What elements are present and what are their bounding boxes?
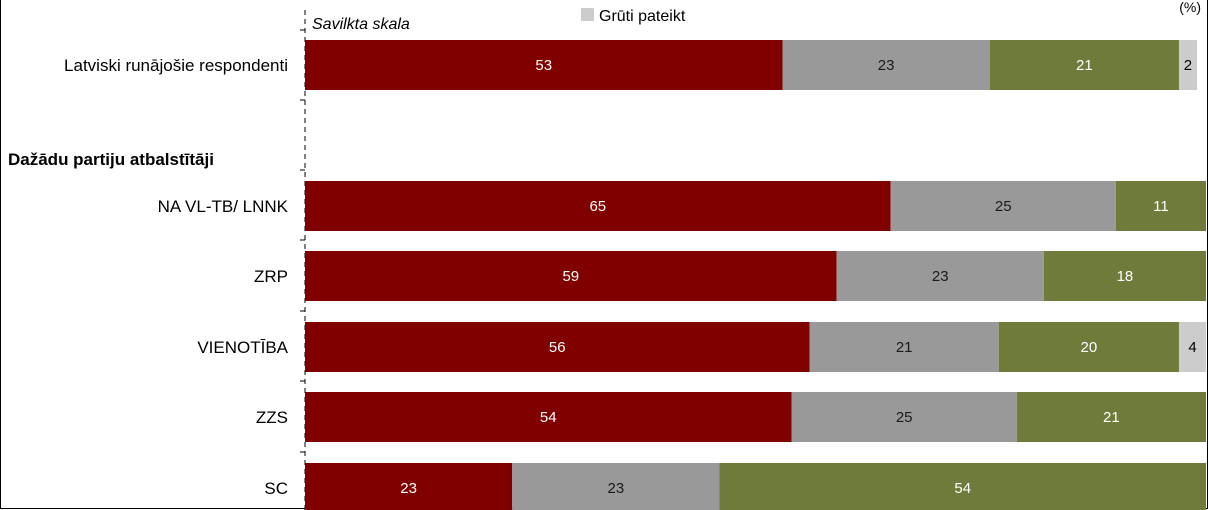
bar-segment [989,40,1179,90]
bar-segment [782,40,990,90]
bar-value-label: 23 [932,268,949,285]
bar-value-label: 21 [1076,57,1093,74]
bar-value-label: 18 [1117,268,1134,285]
bar-value-label: 21 [1103,409,1120,426]
bar-value-label: 23 [878,57,895,74]
bar-value-label: 25 [995,198,1012,215]
bar-segment [1178,40,1197,90]
bar-value-label: 59 [562,268,579,285]
category-label: SC [264,479,288,498]
bar-segment [791,392,1017,442]
bar-value-label: 54 [540,409,557,426]
bar-segment [1043,251,1206,301]
legend-label: Grūti pateikt [599,8,686,25]
category-label: VIENOTĪBA [197,338,288,357]
bar-segment [719,463,1206,510]
bar-value-label: 53 [535,57,552,74]
bar-segment [305,392,792,442]
bar-segment [998,322,1179,372]
bar-segment [305,463,513,510]
bar-segment [1178,322,1206,372]
bar-value-label: 23 [608,480,625,497]
bar-segment [305,40,783,90]
bar-value-label: 23 [400,480,417,497]
bar-segment [1115,181,1206,231]
bar-segment [305,322,810,372]
category-label: ZZS [256,408,288,427]
scale-note: Savilkta skala [312,16,410,33]
bar-value-label: 20 [1081,339,1098,356]
bar-value-label: 11 [1153,198,1169,215]
bar-value-label: 56 [549,339,566,356]
bar-value-label: 21 [896,339,913,356]
bar-value-label: 2 [1184,57,1192,74]
unit-label: (%) [1179,0,1201,15]
category-label: NA VL-TB/ LNNK [158,197,289,216]
legend-swatch [581,8,594,21]
bar-segment [809,322,999,372]
bar-value-label: 54 [954,480,971,497]
bar-segment [512,463,720,510]
category-label: ZRP [254,267,288,286]
bar-value-label: 65 [589,198,606,215]
bar-value-label: 25 [896,409,913,426]
category-label: Latviski runājošie respondenti [64,56,288,75]
bar-segment [836,251,1044,301]
bar-segment [305,181,891,231]
bar-segment [305,251,837,301]
bar-value-label: 4 [1188,339,1196,356]
bar-segment [1016,392,1206,442]
bar-segment [890,181,1116,231]
group-header: Dažādu partiju atbalstītāji [8,150,214,169]
